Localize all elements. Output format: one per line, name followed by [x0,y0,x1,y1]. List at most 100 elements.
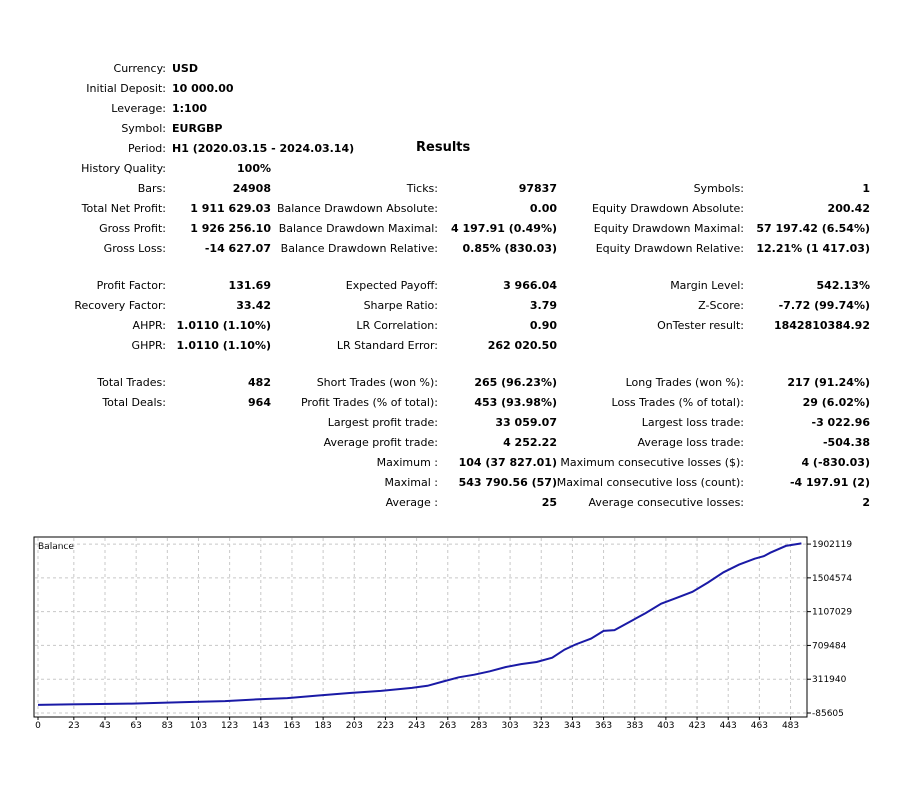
history-quality-value: 100% [237,162,271,175]
stat-value: 1842810384.92 [773,319,870,332]
x-tick-label: 203 [346,721,363,731]
x-tick-label: 263 [439,721,456,731]
x-tick-label: 483 [782,721,799,731]
stat-label: Margin Level: [670,279,744,292]
x-tick-label: 423 [688,721,705,731]
leverage-value: 1:100 [172,102,208,115]
stat-value: 57 197.42 (6.54%) [756,222,870,235]
stat-label: Average consecutive losses: [588,496,744,509]
stat-label: GHPR: [131,339,166,352]
stat-value: 542.13% [816,279,870,292]
stat-label: Long Trades (won %): [625,376,744,389]
history-quality-label: History Quality: [81,162,166,175]
x-tick-label: 123 [221,721,238,731]
stat-label: Bars: [137,182,166,195]
symbol-value: EURGBP [172,122,223,135]
x-axis: 0 23 43 63 83 103 123 143 163 183 203 223 243 263 283 3… [35,717,799,731]
x-tick-label: 403 [657,721,674,731]
stat-label: LR Correlation: [356,319,438,332]
stat-label: Maximal consecutive loss (count): [556,476,744,489]
x-tick-label: 443 [720,721,737,731]
stat-label: Sharpe Ratio: [363,299,438,312]
y-tick-label: 709484 [812,641,847,651]
stat-value: 1 [862,182,870,195]
stat-label: Profit Factor: [96,279,166,292]
chart-title: Balance [38,542,74,552]
x-tick-label: 143 [252,721,269,731]
stat-label: Expected Payoff: [345,279,438,292]
stat-value: 3 966.04 [503,279,557,292]
stat-value: -504.38 [822,436,870,449]
leverage-label: Leverage: [111,102,166,115]
x-tick-label: 103 [190,721,207,731]
stat-label: Gross Loss: [103,242,166,255]
chart-grid [35,538,806,716]
stat-value: 4 197.91 (0.49%) [451,222,557,235]
stat-label: Balance Drawdown Absolute: [276,202,438,215]
x-tick-label: 163 [283,721,300,731]
stat-label: Average loss trade: [637,436,744,449]
stat-value: 131.69 [228,279,271,292]
stat-value: 453 (93.98%) [474,396,557,409]
stat-value: -14 627.07 [204,242,271,255]
stat-label: Ticks: [406,182,438,195]
stat-label: Equity Drawdown Maximal: [593,222,744,235]
stat-label: Equity Drawdown Relative: [595,242,744,255]
results-title: Results [416,140,471,155]
stat-label: Balance Drawdown Maximal: [278,222,438,235]
stat-value: 3.79 [529,299,557,312]
x-tick-label: 323 [533,721,550,731]
stat-value: 543 790.56 (57) [458,476,557,489]
stat-label: Short Trades (won %): [316,376,438,389]
chart-frame [33,536,808,718]
x-tick-label: 303 [501,721,518,731]
y-tick-label: 311940 [812,675,847,685]
stat-label: Total Net Profit: [81,202,166,215]
x-tick-label: 283 [470,721,487,731]
stat-value: 4 (-830.03) [801,456,870,469]
x-tick-label: 183 [315,721,332,731]
x-tick-label: 83 [162,721,173,731]
balance-line [37,542,802,706]
y-tick-label: 1504574 [812,574,852,584]
stat-label: Gross Profit: [99,222,166,235]
y-tick-label: 1107029 [812,608,852,618]
stat-label: Largest loss trade: [641,416,744,429]
y-tick-label: -85605 [812,709,844,719]
currency-label: Currency: [113,62,166,75]
x-tick-label: 463 [751,721,768,731]
stat-label: Profit Trades (% of total): [300,396,438,409]
y-tick-label: 1902119 [812,540,852,550]
stat-label: Average profit trade: [323,436,438,449]
stat-value: 4 252.22 [503,436,557,449]
stat-value: 200.42 [827,202,870,215]
x-tick-label: 63 [130,721,141,731]
stat-label: LR Standard Error: [336,339,438,352]
stat-label: Balance Drawdown Relative: [280,242,438,255]
stat-value: -7.72 (99.74%) [778,299,870,312]
stat-label: Loss Trades (% of total): [611,396,744,409]
stat-value: 12.21% (1 417.03) [756,242,870,255]
x-tick-label: 23 [68,721,79,731]
x-tick-label: 223 [377,721,394,731]
stat-value: 0.90 [529,319,557,332]
stat-value: 104 (37 827.01) [458,456,557,469]
stat-value: 25 [541,496,557,509]
stat-value: -3 022.96 [811,416,871,429]
stat-label: Z-Score: [698,299,744,312]
deposit-label: Initial Deposit: [86,82,166,95]
x-tick-label: 243 [408,721,425,731]
stat-value: 265 (96.23%) [474,376,557,389]
stat-label: Recovery Factor: [74,299,166,312]
stat-value: 33.42 [236,299,271,312]
stat-value: 964 [248,396,271,409]
stat-value: 24908 [232,182,271,195]
stat-value: 97837 [518,182,557,195]
symbol-label: Symbol: [121,122,166,135]
x-tick-label: 43 [99,721,110,731]
x-tick-label: 363 [595,721,612,731]
y-axis: -85605 311940 709484 1107029 1504574 1902119 [807,540,852,719]
stat-value: 1.0110 (1.10%) [176,319,272,332]
stat-label: Symbols: [693,182,744,195]
stat-label: Average : [385,496,438,509]
